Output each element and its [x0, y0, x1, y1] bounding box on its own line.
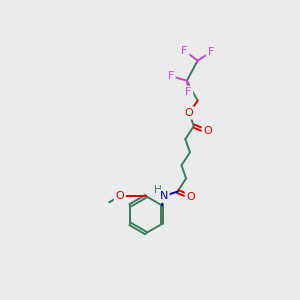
Text: O: O: [185, 108, 194, 118]
Text: N: N: [160, 191, 168, 201]
Text: O: O: [203, 127, 212, 136]
Text: O: O: [116, 191, 124, 201]
Text: F: F: [167, 71, 174, 81]
Text: H: H: [154, 185, 161, 195]
Text: O: O: [186, 192, 195, 202]
Text: F: F: [185, 87, 192, 97]
Text: F: F: [208, 47, 214, 57]
Text: F: F: [182, 46, 188, 56]
